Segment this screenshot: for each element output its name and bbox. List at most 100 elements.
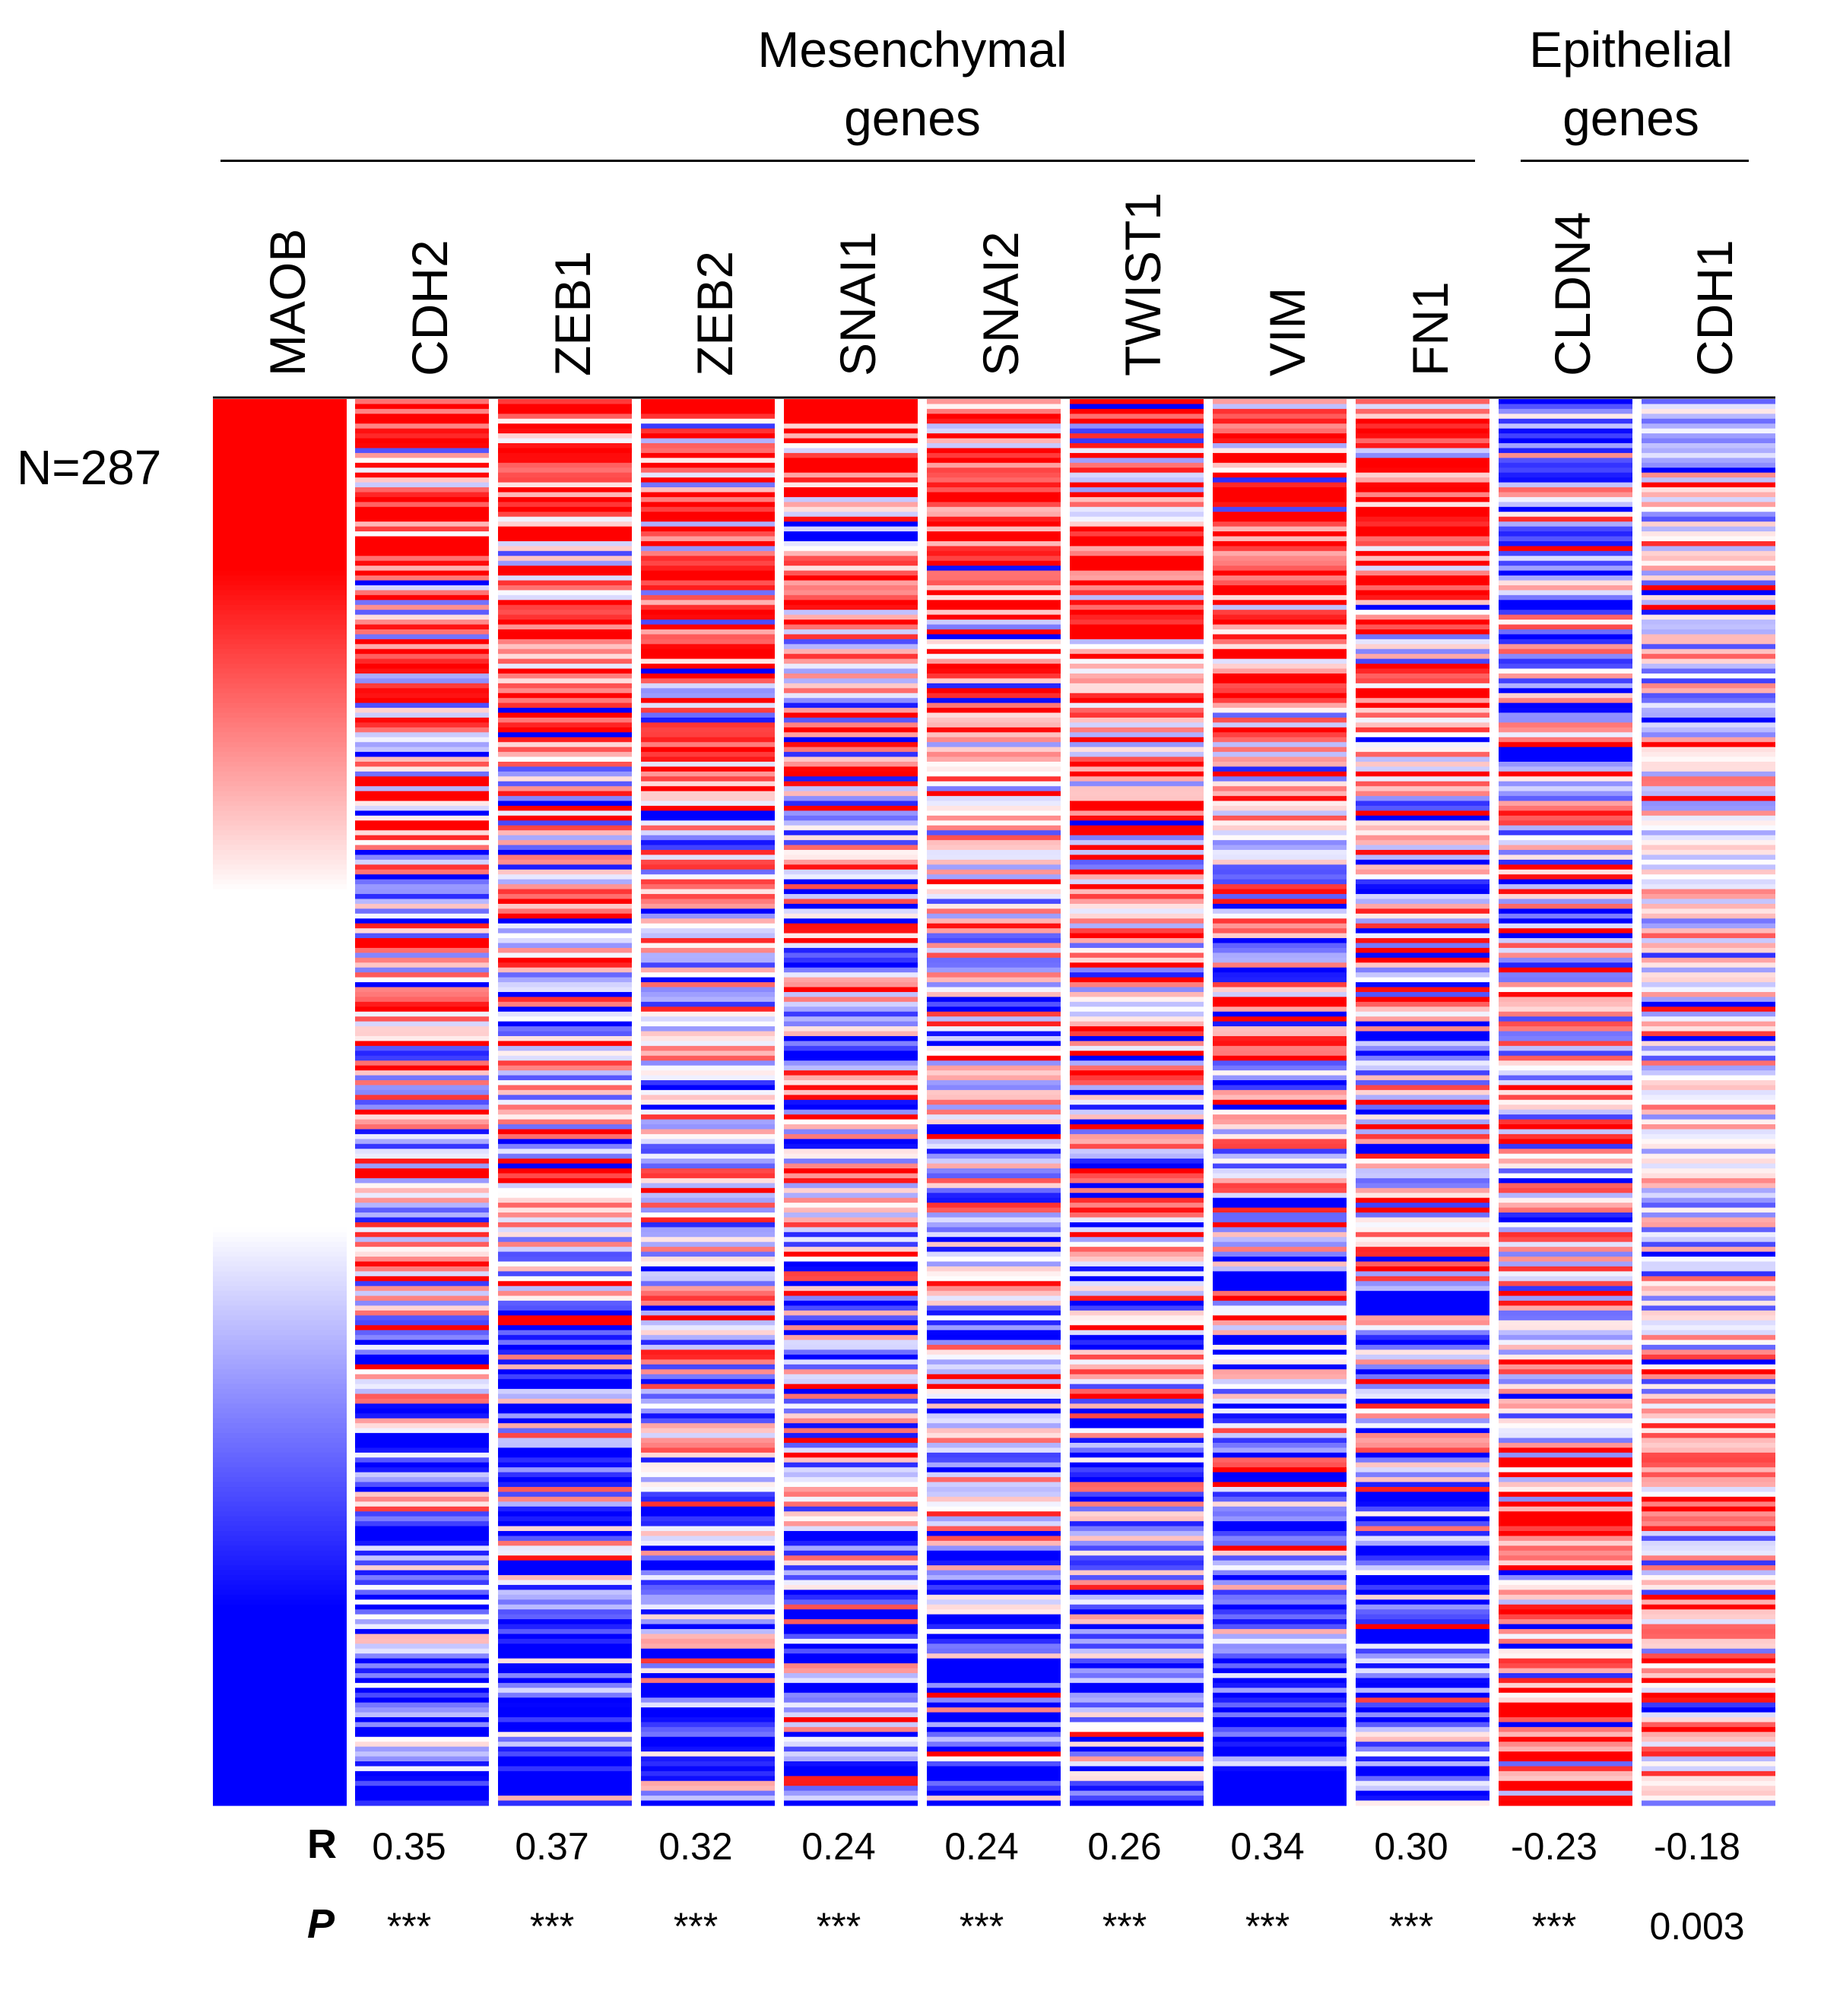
heatmap-cell <box>641 845 775 851</box>
heatmap-cell <box>641 482 775 488</box>
heatmap-cell <box>355 512 489 518</box>
heatmap-cell <box>1499 1335 1632 1341</box>
heatmap-cell <box>1499 1051 1632 1057</box>
heatmap-cell <box>784 1423 918 1429</box>
heatmap-cell <box>1070 864 1204 870</box>
heatmap-cell <box>213 1163 347 1169</box>
heatmap-cell <box>1642 1335 1775 1341</box>
heatmap-cell <box>641 1060 775 1067</box>
heatmap-cell <box>355 840 489 846</box>
heatmap-cell <box>1070 1682 1204 1688</box>
heatmap-cell <box>355 556 489 562</box>
heatmap-cell <box>1642 1472 1775 1478</box>
heatmap-cell <box>641 752 775 758</box>
heatmap-cell <box>1070 1305 1204 1311</box>
heatmap-cell <box>1642 781 1775 787</box>
heatmap-cell <box>1499 620 1632 626</box>
heatmap-cell <box>927 864 1061 870</box>
heatmap-cell <box>498 953 632 959</box>
heatmap-cell <box>927 1403 1061 1409</box>
heatmap-cell <box>498 1325 632 1331</box>
heatmap-cell <box>1642 536 1775 542</box>
heatmap-cell <box>1070 1668 1204 1674</box>
heatmap-cell <box>1213 1536 1347 1542</box>
p-value-vim: *** <box>1245 1905 1290 1948</box>
heatmap-cell <box>927 496 1061 502</box>
heatmap-cell <box>498 712 632 718</box>
heatmap-cell <box>213 1133 347 1140</box>
heatmap-cell <box>927 1472 1061 1478</box>
heatmap-cell <box>1356 506 1489 512</box>
heatmap-cell <box>641 1712 775 1718</box>
heatmap-cell <box>927 997 1061 1003</box>
heatmap-cell <box>927 1663 1061 1669</box>
heatmap-cell <box>1642 673 1775 680</box>
heatmap-cell <box>1070 884 1204 890</box>
heatmap-cell <box>1499 1594 1632 1600</box>
heatmap-cell <box>498 1496 632 1502</box>
heatmap-cell <box>498 1143 632 1149</box>
heatmap-cell <box>213 575 347 582</box>
heatmap-cell <box>1070 1276 1204 1282</box>
heatmap-cell <box>1356 903 1489 909</box>
heatmap-cell <box>1070 1129 1204 1135</box>
heatmap-cell <box>1213 1099 1347 1105</box>
heatmap-cell <box>1213 1594 1347 1600</box>
heatmap-cell <box>355 953 489 959</box>
heatmap-cell <box>927 1398 1061 1405</box>
heatmap-cell <box>213 1776 347 1782</box>
heatmap-cell <box>1642 1389 1775 1395</box>
heatmap-cell <box>355 1143 489 1149</box>
heatmap-cell <box>355 972 489 978</box>
heatmap-cell <box>927 1482 1061 1488</box>
heatmap-cell <box>927 1281 1061 1287</box>
heatmap-cell <box>641 815 775 821</box>
heatmap-cell <box>784 1271 918 1277</box>
heatmap-cell <box>927 688 1061 694</box>
heatmap-cell <box>213 1349 347 1355</box>
heatmap-cell <box>1070 1776 1204 1782</box>
heatmap-cell <box>1356 648 1489 655</box>
heatmap-cell <box>498 566 632 572</box>
heatmap-cell <box>1070 776 1204 782</box>
heatmap-cell <box>1642 1732 1775 1738</box>
heatmap-cell <box>1499 492 1632 498</box>
heatmap-cell <box>927 879 1061 885</box>
heatmap-cell <box>641 590 775 596</box>
heatmap-cell <box>927 825 1061 831</box>
heatmap-cell <box>213 1398 347 1405</box>
heatmap-cell <box>1213 987 1347 993</box>
heatmap-cell <box>213 496 347 502</box>
heatmap-cell <box>498 1114 632 1121</box>
heatmap-cell <box>498 1594 632 1600</box>
heatmap-cell <box>355 1114 489 1121</box>
heatmap-cell <box>213 604 347 610</box>
heatmap-cell <box>355 1526 489 1532</box>
heatmap-cell <box>1070 766 1204 772</box>
heatmap-cell <box>1356 1707 1489 1713</box>
heatmap-cell <box>213 991 347 998</box>
heatmap-cell <box>1070 1403 1204 1409</box>
heatmap-cell <box>1213 1095 1347 1101</box>
heatmap-cell <box>1642 820 1775 826</box>
heatmap-cell <box>1070 1285 1204 1292</box>
heatmap-cell <box>784 1604 918 1610</box>
heatmap-cell <box>1499 1281 1632 1287</box>
heatmap-cell <box>498 1584 632 1590</box>
heatmap-cell <box>498 1001 632 1007</box>
heatmap-cell <box>1499 800 1632 807</box>
heatmap-cell <box>1499 1736 1632 1742</box>
heatmap-cell <box>1213 1644 1347 1650</box>
heatmap-cell <box>498 776 632 782</box>
heatmap-cell <box>641 1055 775 1061</box>
heatmap-cell <box>213 1590 347 1596</box>
heatmap-cell <box>1213 1692 1347 1698</box>
heatmap-cell <box>1356 1379 1489 1385</box>
heatmap-cell <box>498 1531 632 1537</box>
heatmap-cell <box>1642 468 1775 474</box>
heatmap-cell <box>213 1584 347 1590</box>
heatmap-cell <box>355 1604 489 1610</box>
heatmap-cell <box>1642 1501 1775 1507</box>
heatmap-cell <box>355 1129 489 1135</box>
heatmap-cell <box>498 1614 632 1620</box>
